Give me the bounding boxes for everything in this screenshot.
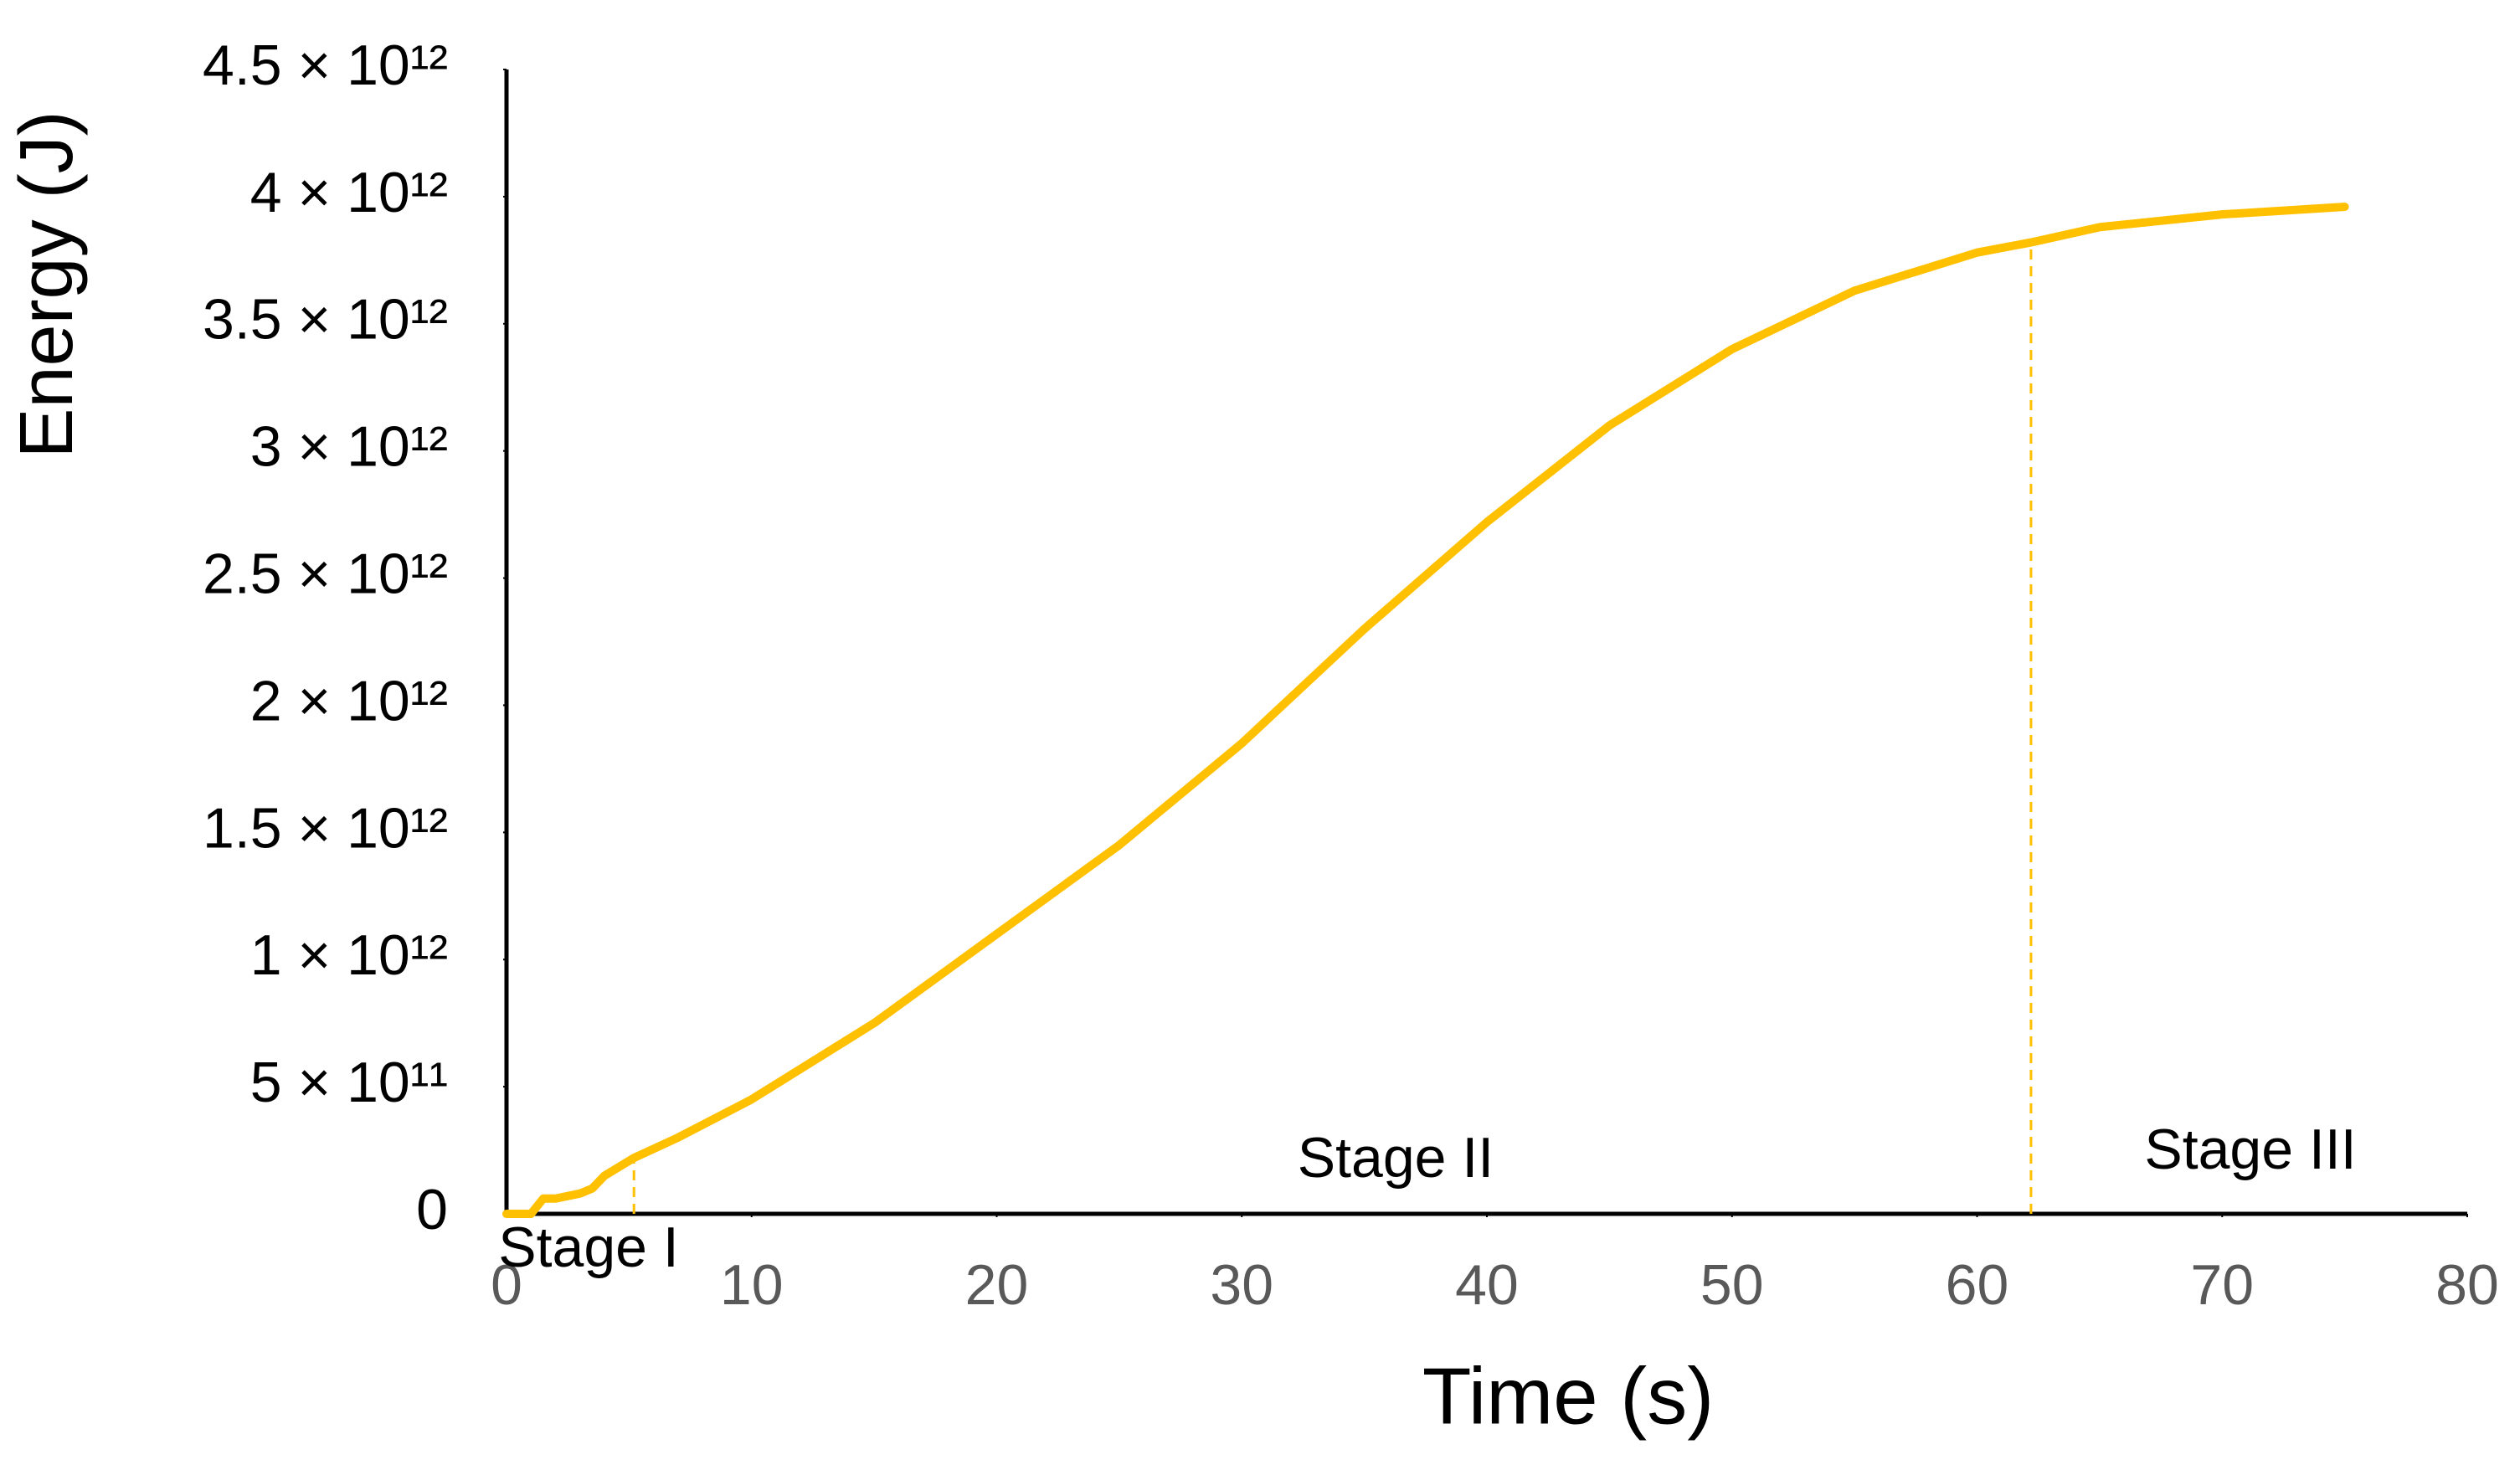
x-tick-label: 50	[1700, 1253, 1764, 1317]
y-tick-label: 4 × 10¹²	[250, 161, 448, 224]
x-tick-label: 0	[491, 1253, 522, 1317]
y-tick-label: 3.5 × 10¹²	[203, 288, 448, 352]
y-axis-label: Energy (J)	[5, 111, 89, 458]
x-tick-label: 70	[2190, 1253, 2254, 1317]
y-tick-label: 2.5 × 10¹²	[203, 542, 448, 606]
stage-label: Stage I	[498, 1216, 679, 1279]
y-tick-label: 0	[416, 1178, 448, 1241]
y-tick-label: 5 × 10¹¹	[250, 1051, 448, 1114]
x-axis-label: Time (s)	[1422, 1351, 1714, 1441]
y-tick-label: 1 × 10¹²	[250, 923, 448, 987]
y-tick-label: 4.5 × 10¹²	[203, 33, 448, 97]
x-tick-label: 10	[720, 1253, 784, 1317]
stage-label: Stage III	[2144, 1118, 2356, 1181]
x-tick-label: 40	[1455, 1253, 1519, 1317]
x-tick-label: 20	[965, 1253, 1029, 1317]
y-tick-label: 2 × 10¹²	[250, 669, 448, 732]
y-tick-label: 1.5 × 10¹²	[203, 796, 448, 860]
x-tick-label: 60	[1946, 1253, 2009, 1317]
y-tick-label: 3 × 10¹²	[250, 415, 448, 479]
x-tick-label: 80	[2435, 1253, 2499, 1317]
stage-label: Stage II	[1298, 1126, 1494, 1190]
x-tick-label: 30	[1210, 1253, 1273, 1317]
data-line	[502, 203, 2349, 1218]
